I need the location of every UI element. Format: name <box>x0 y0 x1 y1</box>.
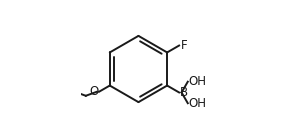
Text: B: B <box>180 86 188 99</box>
Text: O: O <box>89 85 98 98</box>
Text: OH: OH <box>188 97 207 110</box>
Text: OH: OH <box>188 75 207 88</box>
Text: F: F <box>181 39 187 52</box>
